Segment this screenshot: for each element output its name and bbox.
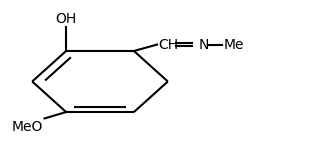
Text: N: N bbox=[198, 37, 209, 52]
Text: CH: CH bbox=[159, 37, 179, 52]
Text: MeO: MeO bbox=[12, 120, 43, 134]
Text: Me: Me bbox=[224, 37, 244, 52]
Text: OH: OH bbox=[55, 12, 77, 26]
